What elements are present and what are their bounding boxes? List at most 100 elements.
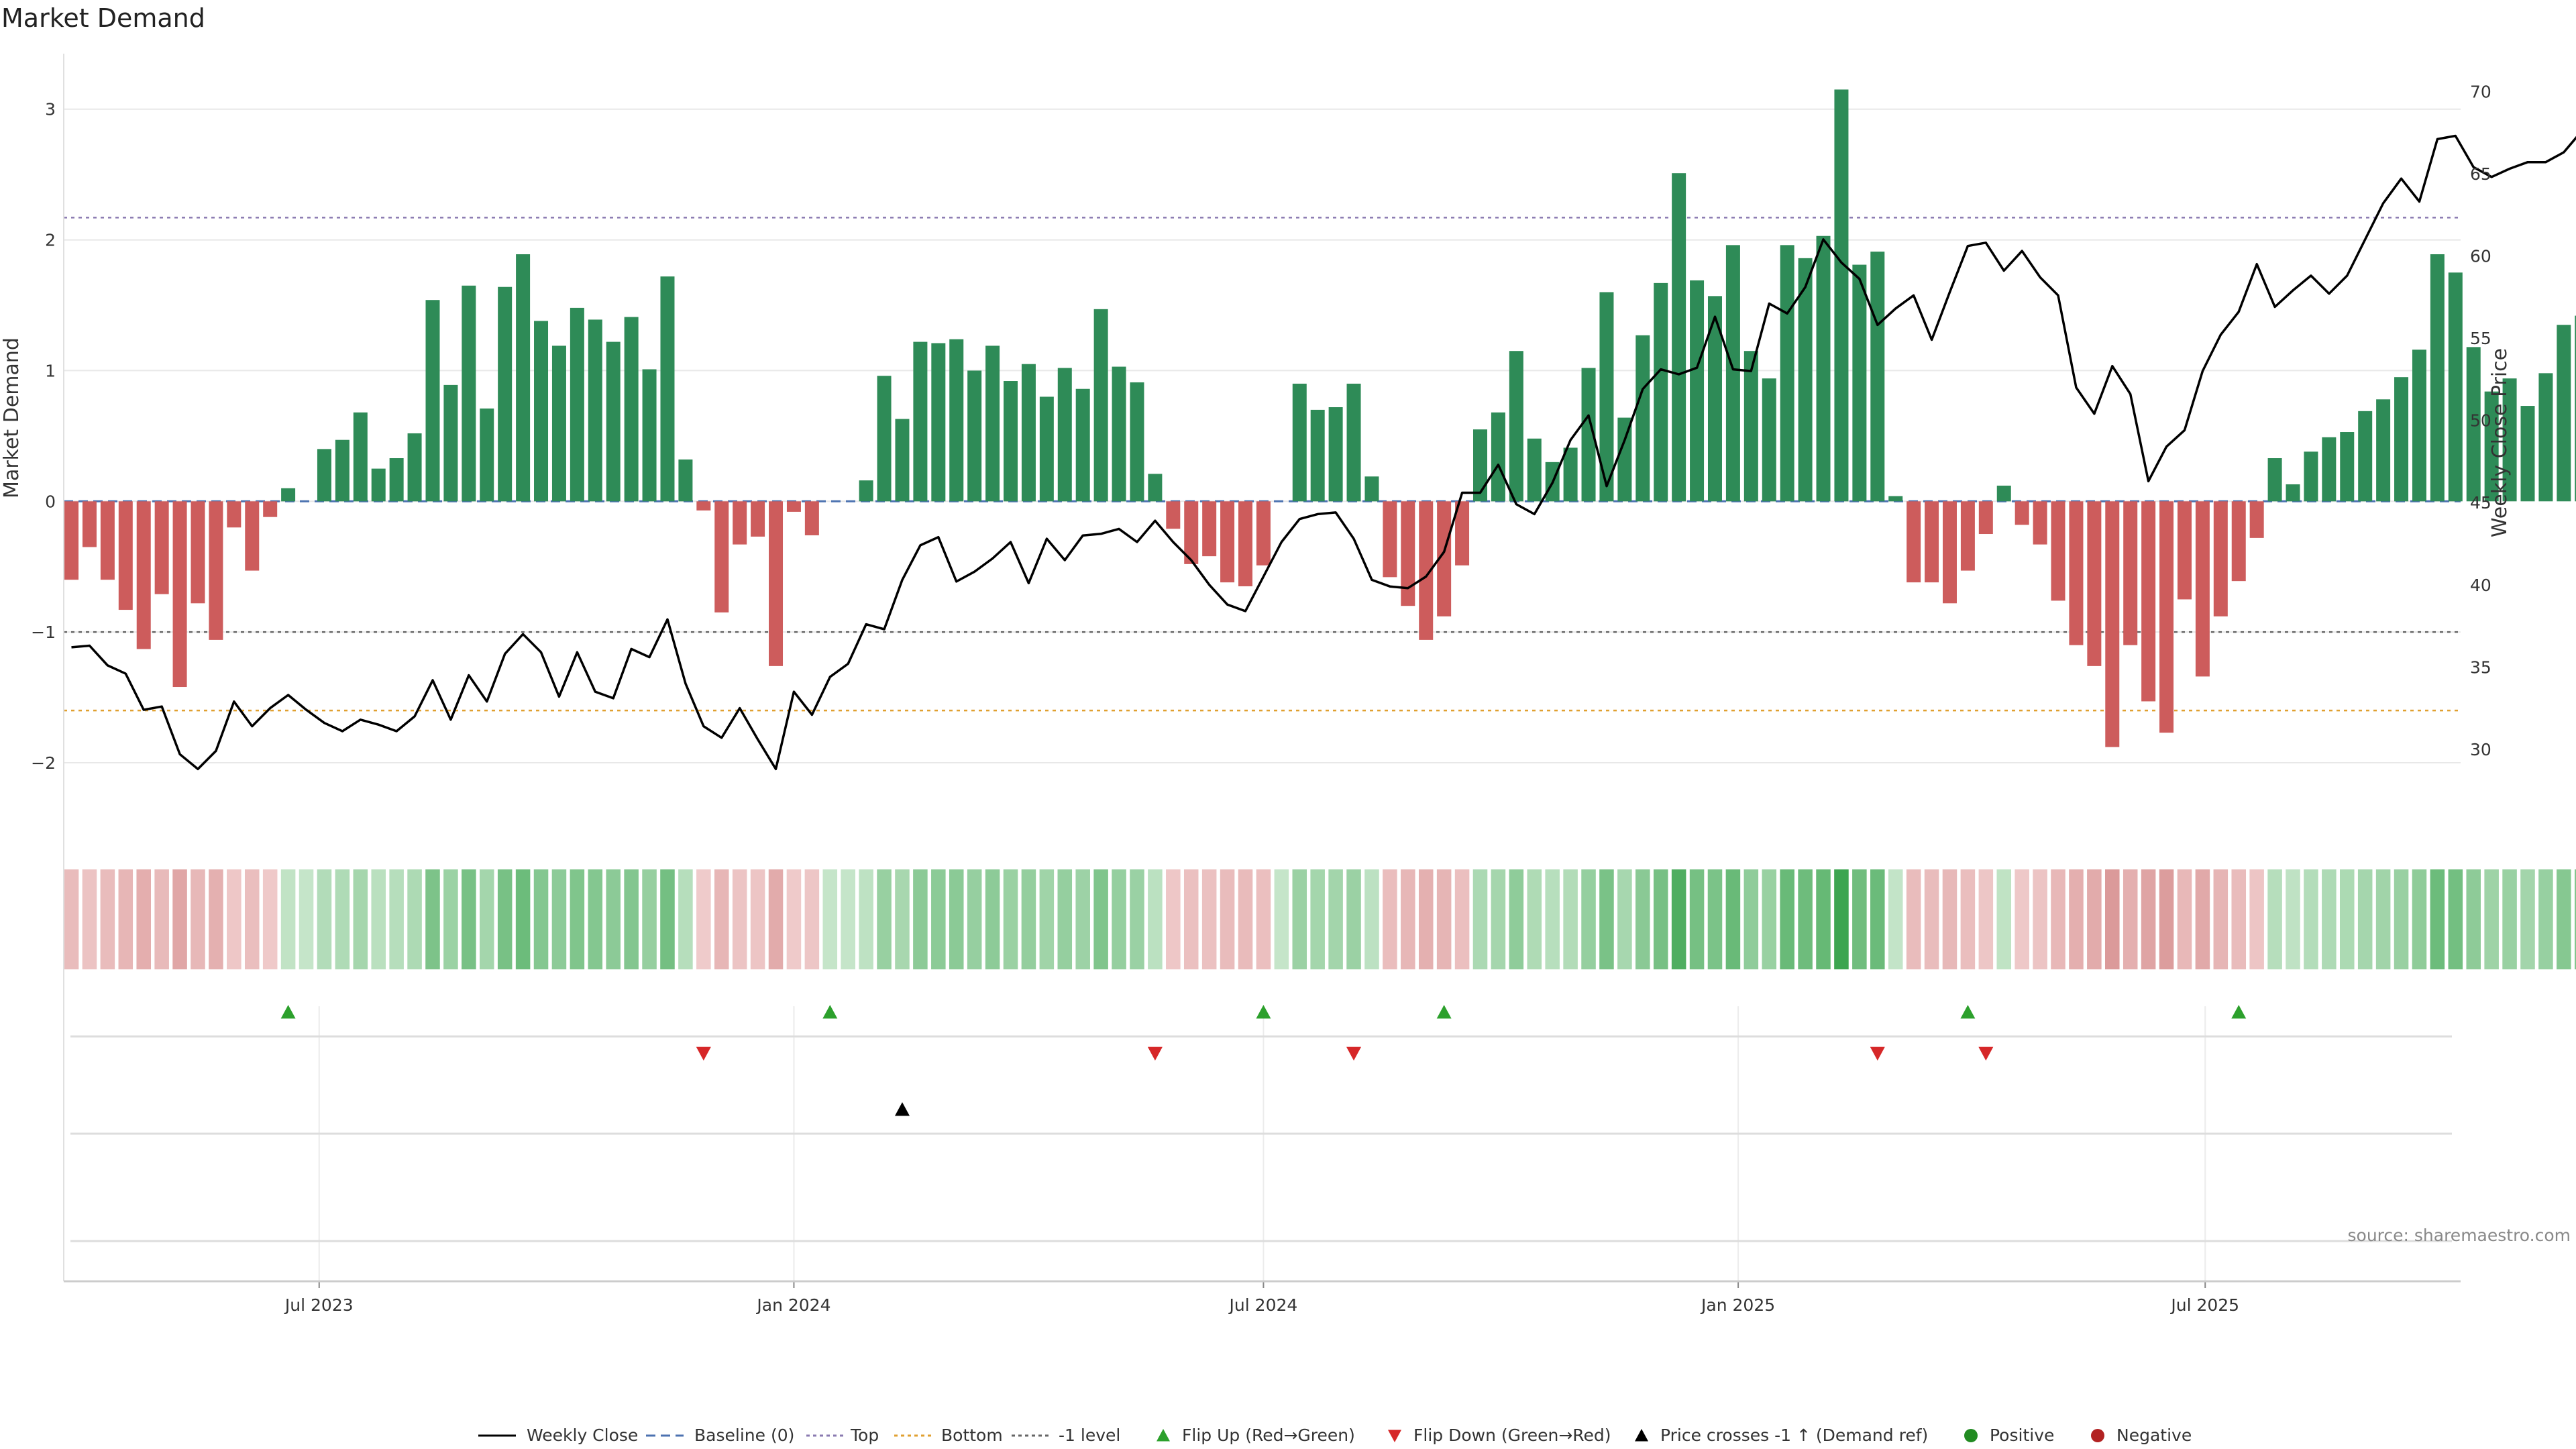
heat-cell xyxy=(1743,869,1759,969)
heat-cell xyxy=(768,869,784,969)
legend-item: Weekly Close xyxy=(478,1426,638,1445)
bar-negative xyxy=(1401,501,1415,606)
left-axis-label: Market Demand xyxy=(0,337,23,498)
heat-cell xyxy=(913,869,928,969)
heat-cell xyxy=(2394,869,2409,969)
flip-up-marker xyxy=(2231,1005,2247,1019)
flip-down-marker xyxy=(1978,1046,1994,1061)
heat-cell xyxy=(1581,869,1596,969)
bar-negative xyxy=(696,501,711,511)
heat-cell xyxy=(931,869,946,969)
bar-negative xyxy=(136,501,151,649)
bar-positive xyxy=(1130,382,1144,502)
legend-label: Flip Up (Red→Green) xyxy=(1182,1426,1355,1445)
heat-cell xyxy=(2448,869,2463,969)
bar-positive xyxy=(1888,496,1903,502)
heat-cell xyxy=(1256,869,1271,969)
heat-cell xyxy=(2484,869,2499,969)
heat-cell xyxy=(2069,869,2084,969)
heat-cell xyxy=(2249,869,2264,969)
bar-negative xyxy=(1166,501,1181,529)
bar-negative xyxy=(2213,501,2228,616)
bar-positive xyxy=(877,376,892,502)
bar-negative xyxy=(1437,501,1452,616)
bar-positive xyxy=(1635,335,1650,502)
bar-negative xyxy=(2051,501,2065,601)
bar-positive xyxy=(2340,432,2355,502)
bar-positive xyxy=(1816,235,1831,502)
heat-cell xyxy=(82,869,97,969)
bar-positive xyxy=(678,459,693,502)
heat-cell xyxy=(479,869,494,969)
heat-cell xyxy=(1383,869,1397,969)
heat-cell xyxy=(1942,869,1957,969)
bar-positive xyxy=(407,433,422,502)
bar-positive xyxy=(425,300,440,502)
bar-positive xyxy=(516,254,531,502)
heat-cell xyxy=(1725,869,1741,969)
heat-cell xyxy=(1978,869,1994,969)
legend-label: Bottom xyxy=(941,1426,1003,1445)
bar-positive xyxy=(2267,458,2282,502)
heat-cell xyxy=(2033,869,2047,969)
heat-cell xyxy=(1166,869,1181,969)
bar-positive xyxy=(1364,476,1379,502)
heat-cell xyxy=(2123,869,2138,969)
flip-up-marker xyxy=(280,1005,296,1019)
bar-positive xyxy=(2358,411,2373,502)
heat-cell xyxy=(895,869,910,969)
heat-cell xyxy=(136,869,151,969)
bar-positive xyxy=(480,408,494,502)
heat-cell xyxy=(2502,869,2517,969)
heat-cell xyxy=(2015,869,2029,969)
x-tick-label: Jul 2024 xyxy=(1228,1295,1298,1315)
legend-swatch xyxy=(1157,1429,1170,1442)
heat-cell xyxy=(551,869,567,969)
bar-positive xyxy=(443,384,458,502)
heat-cell xyxy=(642,869,657,969)
demand-bars xyxy=(64,89,2576,747)
bar-negative xyxy=(2015,501,2029,525)
heat-cell xyxy=(100,869,115,969)
bar-negative xyxy=(154,501,169,594)
right-tick-label: 50 xyxy=(2470,411,2491,431)
legend-swatch xyxy=(1635,1429,1648,1442)
heat-cell xyxy=(1635,869,1650,969)
heat-cell xyxy=(678,869,693,969)
bar-positive xyxy=(985,345,1000,502)
bar-negative xyxy=(263,501,278,517)
bar-positive xyxy=(1996,485,2011,502)
bar-positive xyxy=(2557,325,2571,502)
bar-positive xyxy=(1654,282,1668,502)
bar-negative xyxy=(769,501,784,666)
right-tick-label: 35 xyxy=(2470,657,2491,677)
bar-positive xyxy=(2502,378,2517,502)
heat-cell xyxy=(1996,869,2012,969)
legend-label: Baseline (0) xyxy=(694,1426,794,1445)
left-tick-label: −1 xyxy=(31,623,56,642)
bar-negative xyxy=(1455,501,1470,566)
x-tick-label: Jan 2024 xyxy=(755,1295,830,1315)
bar-positive xyxy=(1148,474,1163,502)
bar-positive xyxy=(1346,383,1361,502)
heat-cell xyxy=(299,869,314,969)
heat-cell xyxy=(1563,869,1578,969)
bar-positive xyxy=(281,488,296,502)
left-tick-label: −2 xyxy=(31,753,56,773)
bar-positive xyxy=(895,419,910,502)
heat-cell xyxy=(1075,869,1090,969)
heat-cell xyxy=(2322,869,2337,969)
bar-positive xyxy=(2520,406,2535,502)
heat-cell xyxy=(1906,869,1921,969)
heat-cell xyxy=(2304,869,2318,969)
heat-cell xyxy=(1220,869,1235,969)
heat-cell xyxy=(1960,869,1976,969)
bar-positive xyxy=(1707,296,1722,502)
heat-cell xyxy=(317,869,332,969)
heat-cell xyxy=(1780,869,1794,969)
bar-negative xyxy=(1383,501,1397,578)
weekly-close-line xyxy=(71,134,2576,771)
heat-cell xyxy=(2340,869,2355,969)
heat-cell xyxy=(1201,869,1217,969)
bar-positive xyxy=(1039,396,1054,502)
